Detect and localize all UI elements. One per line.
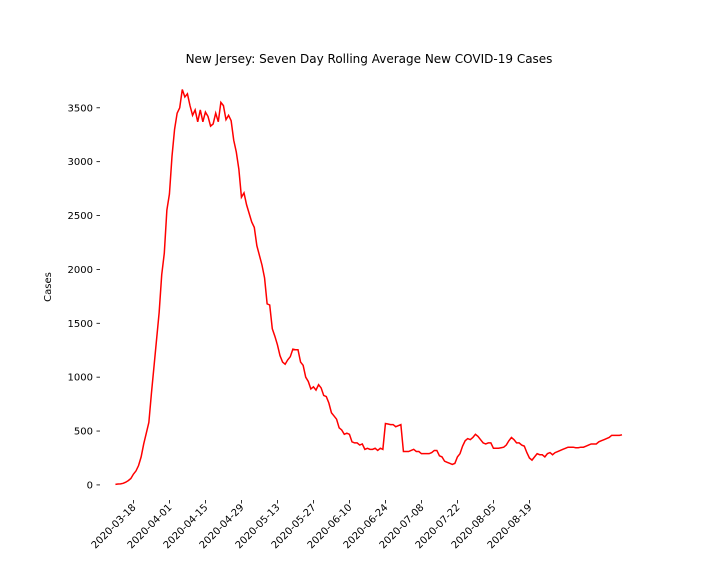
y-tick-label: 1500: [68, 319, 93, 330]
data-line: [115, 89, 623, 486]
y-tick-label: 3000: [68, 157, 93, 168]
y-tick-label: 500: [74, 427, 93, 438]
y-tick-label: 2500: [68, 211, 93, 222]
y-axis-label: Cases: [43, 272, 54, 302]
y-tick-label: 2000: [68, 265, 93, 276]
y-tick-label: 3500: [68, 103, 93, 114]
y-tick-label: 1000: [68, 373, 93, 384]
chart-title: New Jersey: Seven Day Rolling Average Ne…: [186, 52, 553, 66]
y-tick-label: 0: [87, 480, 93, 491]
